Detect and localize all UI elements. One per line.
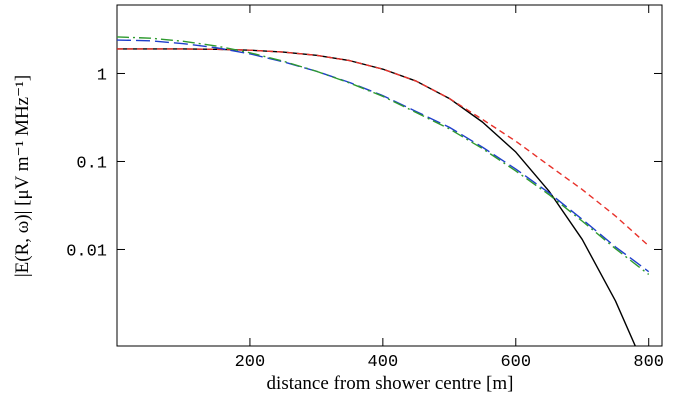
plot-frame xyxy=(116,4,663,347)
series-line xyxy=(117,48,637,346)
series-line xyxy=(117,36,650,276)
series-line xyxy=(117,39,650,273)
y-tick-label: 0.1 xyxy=(76,154,107,173)
x-tick-label: 400 xyxy=(368,353,399,372)
x-tick-label: 200 xyxy=(235,353,266,372)
y-tick-label: 1 xyxy=(97,66,107,85)
x-tick-label: 800 xyxy=(633,353,664,372)
series-line xyxy=(117,48,650,247)
x-tick-label: 600 xyxy=(500,353,531,372)
y-axis-title: |E(R, ω)| [μV m⁻¹ MHz⁻¹] xyxy=(12,75,33,277)
y-tick-label: 0.01 xyxy=(66,242,107,261)
plot-lines xyxy=(117,36,650,346)
x-axis-title: distance from shower centre [m] xyxy=(267,373,514,394)
